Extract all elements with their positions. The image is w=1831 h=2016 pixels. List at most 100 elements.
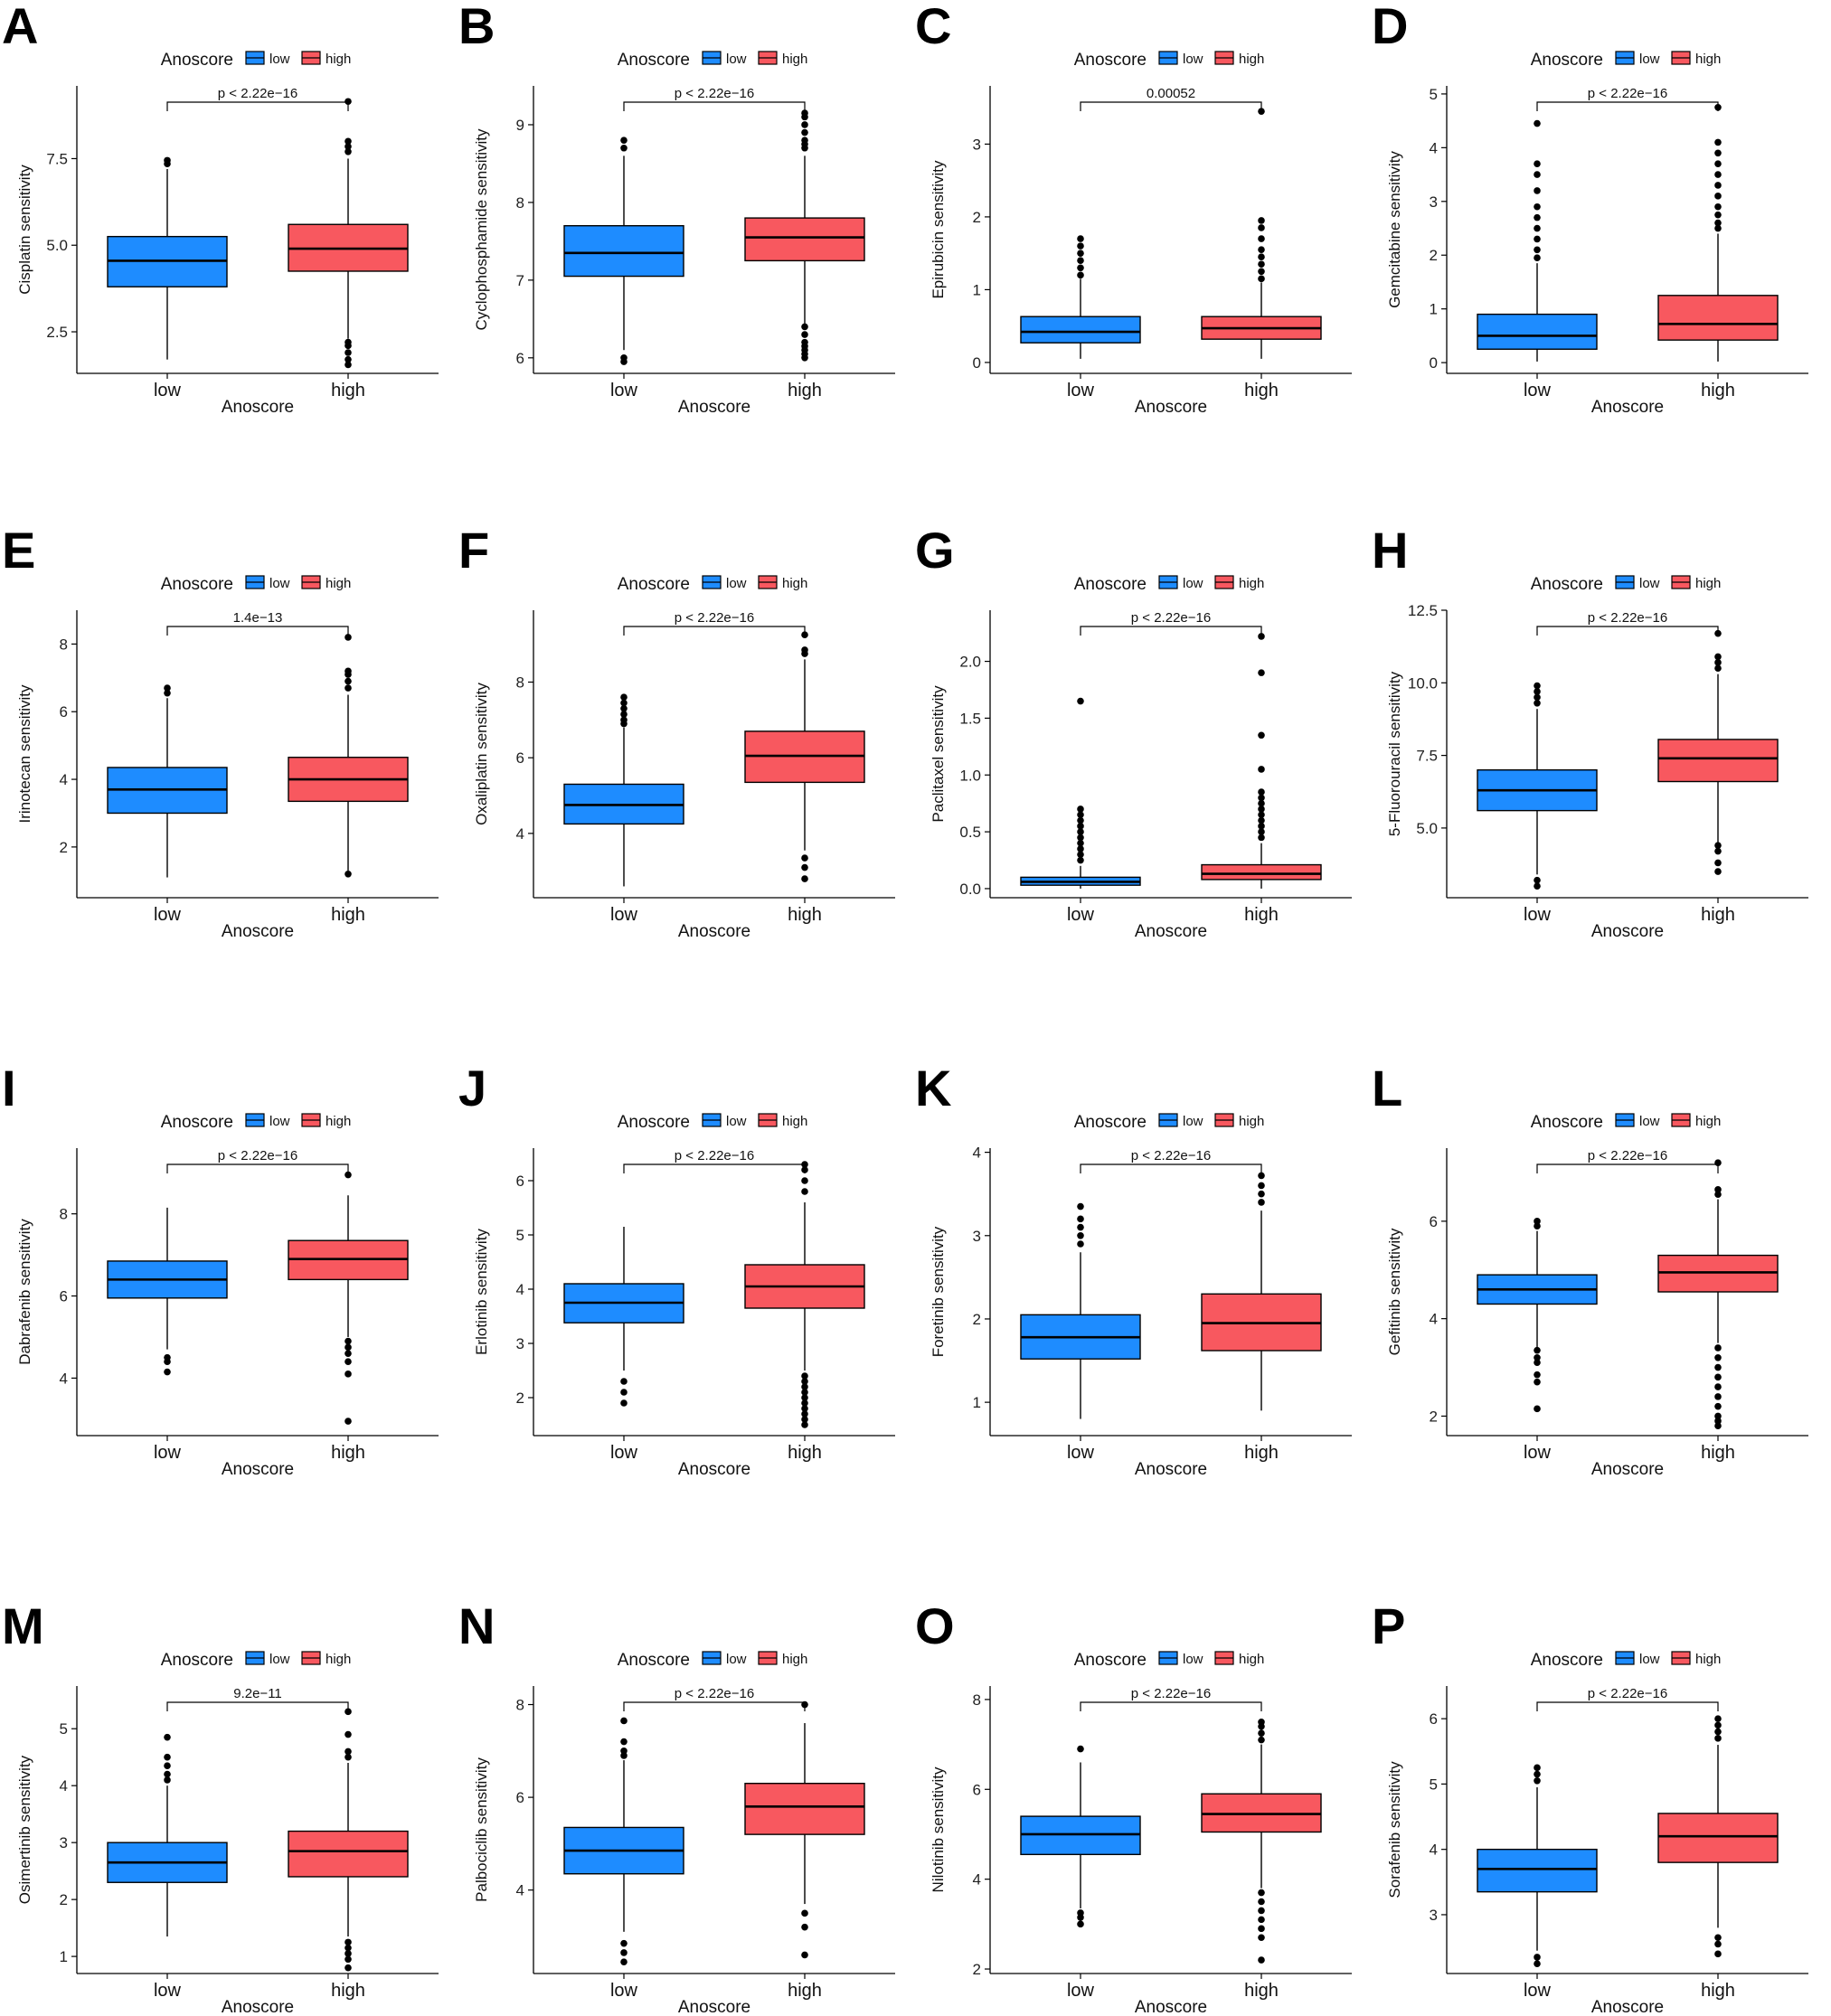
outlier-point: [1077, 805, 1084, 813]
y-tick-label: 7.5: [46, 150, 68, 167]
x-tick-label-high: high: [1244, 381, 1279, 400]
outlier-point: [1077, 242, 1084, 250]
x-tick-label-low: low: [1067, 1981, 1095, 2001]
legend-label-high: high: [1239, 52, 1264, 67]
x-axis-title: Anoscore: [222, 922, 294, 941]
legend-label-low: low: [726, 52, 747, 67]
outlier-point: [620, 693, 628, 702]
outlier-point: [1258, 799, 1265, 807]
outlier-point: [801, 121, 808, 128]
x-axis-title: Anoscore: [678, 398, 750, 417]
outlier-point: [344, 1418, 352, 1425]
legend-title: Anoscore: [1531, 575, 1603, 594]
x-axis-title: Anoscore: [1135, 1460, 1207, 1479]
outlier-point: [801, 128, 808, 137]
outlier-point: [1258, 731, 1265, 740]
p-value-label: p < 2.22e−16: [675, 1148, 754, 1163]
outlier-point: [1258, 1934, 1265, 1942]
box-high: [1201, 108, 1322, 359]
x-tick-label-low: low: [154, 1981, 182, 2001]
legend-label-high: high: [1695, 1114, 1721, 1129]
y-axis-title: Erlotinib sensitivity: [473, 1229, 490, 1355]
legend: Anoscore low high: [1074, 51, 1265, 70]
outlier-point: [344, 1950, 352, 1957]
significance-bracket: [1080, 101, 1262, 111]
panel-o: O Anoscore low high 2 4 6 8 low high Anoscore Nilot…: [915, 1597, 1352, 2016]
legend: Anoscore low high: [1531, 575, 1722, 594]
panel-c: C Anoscore low high 0 1 2 3 low high Anoscore Epiru…: [915, 0, 1352, 417]
outlier-point: [620, 144, 628, 152]
outlier-point: [1258, 828, 1265, 835]
y-tick-label: 7: [516, 272, 524, 289]
y-tick-label: 4: [516, 1281, 524, 1298]
legend-label-high: high: [1239, 576, 1264, 591]
outlier-point: [344, 1337, 352, 1345]
box-iqr: [744, 217, 865, 262]
y-tick-label: 8: [516, 194, 524, 212]
outlier-point: [1258, 823, 1265, 830]
outlier-point: [620, 711, 628, 718]
p-value-label: p < 2.22e−16: [1588, 1148, 1667, 1163]
outlier-point: [1077, 811, 1084, 819]
outlier-point: [1534, 213, 1541, 221]
outlier-point: [1534, 254, 1541, 262]
x-tick-label-high: high: [331, 381, 365, 400]
outlier-point: [1534, 1371, 1541, 1379]
legend-label-high: high: [1695, 52, 1721, 67]
x-tick-label-low: low: [154, 381, 182, 400]
legend-label-low: low: [1183, 1114, 1203, 1129]
outlier-point: [1534, 1764, 1541, 1772]
panel-letter: L: [1372, 1060, 1402, 1116]
y-tick-label: 2.0: [959, 654, 981, 671]
legend-title: Anoscore: [618, 575, 690, 594]
box-iqr: [744, 1783, 865, 1835]
outlier-point: [344, 143, 352, 150]
outlier-point: [801, 338, 808, 346]
outlier-point: [1258, 816, 1265, 824]
legend-label-high: high: [782, 52, 807, 67]
panel-letter: E: [2, 522, 35, 579]
y-tick-label: 5: [1430, 1776, 1438, 1793]
legend-title: Anoscore: [1531, 51, 1603, 70]
outlier-point: [1077, 1745, 1084, 1753]
outlier-point: [164, 1770, 171, 1778]
outlier-point: [1077, 1202, 1084, 1211]
outlier-point: [1714, 847, 1722, 855]
box-high: [744, 109, 865, 362]
outlier-point: [1077, 235, 1084, 242]
outlier-point: [344, 1730, 352, 1738]
panel-i: I Anoscore low high 4 6 8 low high Anoscore Dabraf…: [2, 1060, 439, 1479]
outlier-point: [1077, 1909, 1084, 1917]
y-tick-label: 6: [973, 1781, 981, 1798]
panel-letter: P: [1372, 1597, 1405, 1654]
outlier-point: [164, 1776, 171, 1784]
y-tick-label: 0.5: [959, 824, 981, 841]
outlier-point: [1714, 1373, 1722, 1381]
y-tick-label: 6: [516, 1789, 524, 1806]
outlier-point: [1534, 246, 1541, 254]
significance-bracket: [623, 101, 806, 111]
p-value-label: 9.2e−11: [233, 1686, 282, 1701]
y-axis-title: Paclitaxel sensitivity: [930, 685, 947, 823]
panel-letter: I: [2, 1060, 16, 1116]
outlier-point: [164, 156, 171, 165]
legend-label-low: low: [269, 576, 290, 591]
y-axis-title: Epirubicin sensitivity: [930, 160, 947, 299]
outlier-point: [1258, 1199, 1265, 1206]
box-high: [1657, 1715, 1779, 1958]
outlier-point: [344, 98, 352, 106]
outlier-point: [1077, 828, 1084, 835]
outlier-point: [1258, 794, 1265, 802]
panel-letter: A: [2, 0, 38, 54]
box-high: [1201, 633, 1322, 889]
outlier-point: [801, 1188, 808, 1195]
panel-letter: B: [458, 0, 495, 54]
y-tick-label: 2: [973, 1961, 981, 1978]
outlier-point: [1714, 160, 1722, 167]
y-tick-label: 5: [60, 1720, 68, 1738]
panel-n: N Anoscore low high 4 6 8 low high Anoscore Palboc…: [458, 1597, 895, 2016]
outlier-point: [1534, 682, 1541, 690]
box-iqr: [1201, 863, 1322, 881]
outlier-point: [1258, 275, 1265, 283]
outlier-point: [1077, 845, 1084, 853]
